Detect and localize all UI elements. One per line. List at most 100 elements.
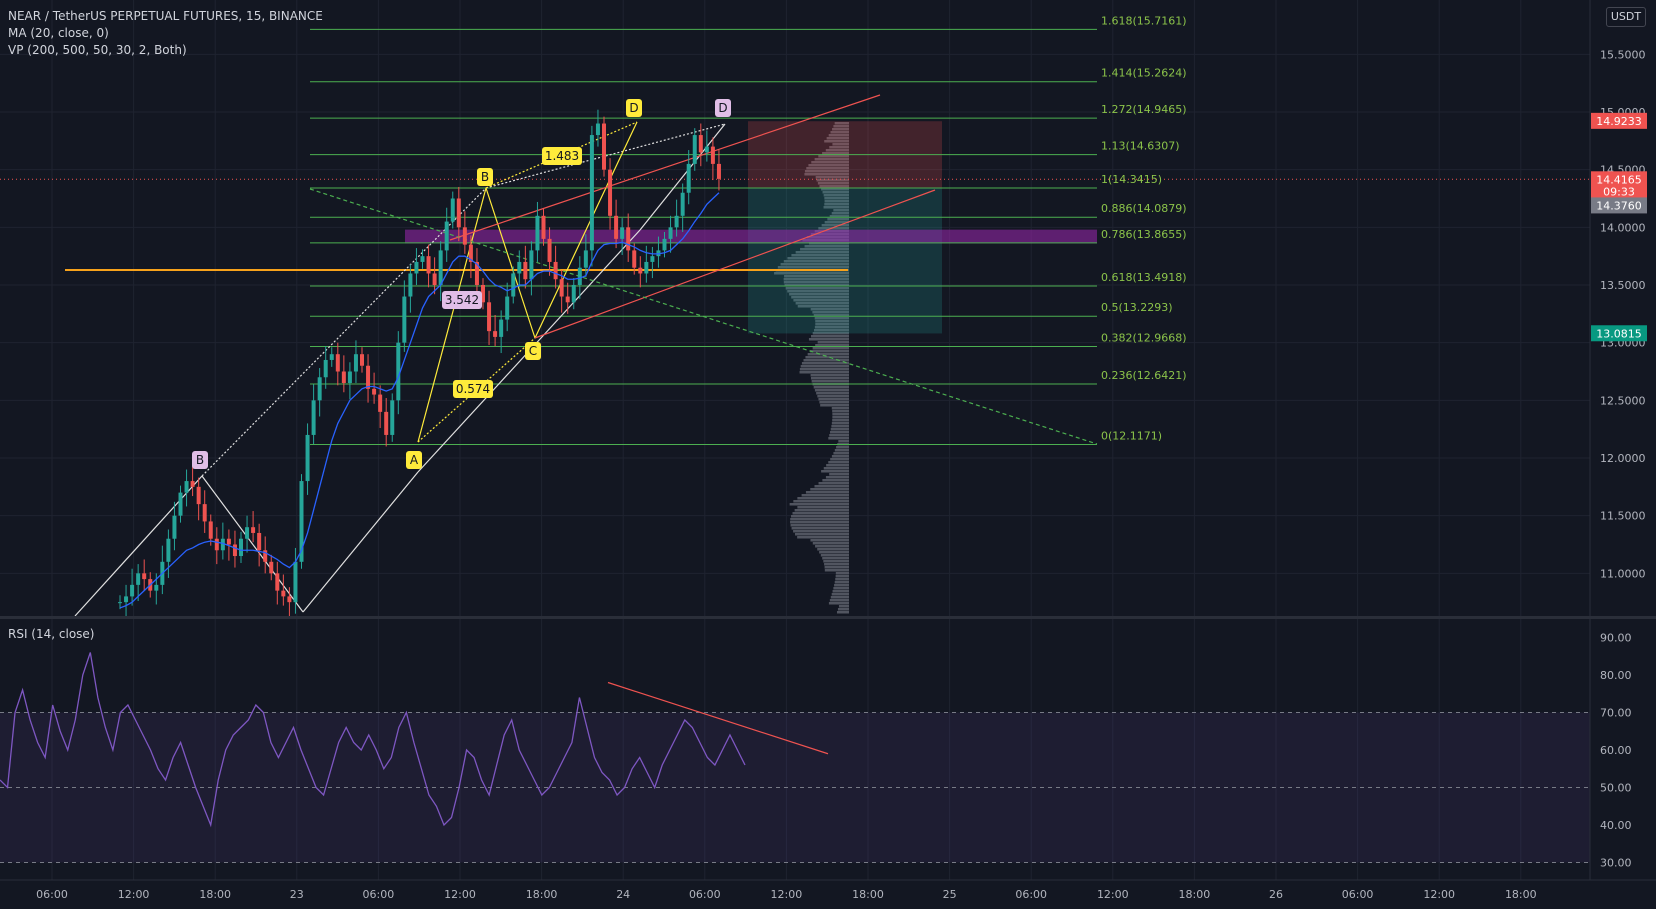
candle-body (438, 250, 443, 285)
volume-profile-bar (783, 278, 849, 281)
candle-body (190, 481, 195, 487)
volume-profile-bar (821, 188, 849, 191)
fib-level-label: 0.886(14.0879) (1101, 202, 1187, 215)
volume-profile-bar (804, 245, 849, 248)
time-tick-label: 12:00 (771, 888, 803, 901)
candle-body (366, 365, 371, 389)
candle-body (311, 400, 316, 435)
volume-profile (774, 122, 849, 614)
candle-body (493, 331, 498, 337)
candle-body (456, 198, 461, 228)
volume-profile-bar (810, 539, 849, 542)
time-tick-label: 18:00 (199, 888, 231, 901)
fib-trend-line (309, 188, 1098, 445)
volume-profile-bar (783, 281, 849, 284)
vp-indicator-label[interactable]: VP (200, 500, 50, 30, 2, Both) (8, 43, 187, 57)
candle-body (275, 573, 280, 591)
candle-body (166, 538, 171, 562)
volume-profile-bar (825, 149, 849, 152)
pattern-label: B (481, 170, 489, 184)
volume-profile-bar (814, 158, 849, 161)
candle-body (638, 267, 643, 274)
fib-level-label: 1.414(15.2624) (1101, 67, 1187, 80)
volume-profile-bar (799, 371, 849, 374)
volume-profile-bar (834, 581, 849, 584)
volume-profile-bar (814, 317, 849, 320)
candle-body (142, 573, 147, 580)
ma-indicator-label[interactable]: MA (20, close, 0) (8, 26, 109, 40)
volume-profile-bar (815, 176, 849, 179)
volume-profile-bar (837, 608, 849, 611)
candle-body (317, 377, 322, 401)
currency-button[interactable]: USDT (1606, 7, 1646, 27)
pattern-drawings[interactable] (74, 94, 1098, 617)
ratio-label-box (442, 291, 482, 309)
pattern-leg (534, 121, 638, 339)
volume-profile-bar (794, 533, 849, 536)
volume-profile-bar (824, 221, 849, 224)
candle-body (281, 590, 286, 597)
fibonacci-levels[interactable]: 1.618(15.7161) 1.414(15.2624) 1.272(14.946… (310, 14, 1187, 445)
volume-profile-bar (804, 173, 849, 176)
candle-body (226, 538, 231, 545)
volume-profile-bar (808, 164, 849, 167)
candle-body (396, 342, 401, 401)
volume-profile-bar (823, 560, 849, 563)
pattern-labels[interactable]: B A B C D D 1.483 3.542 0.574 (192, 99, 731, 469)
price-axis-tag-label: 09:33 (1603, 186, 1635, 199)
volume-profile-bar (812, 542, 849, 545)
candle-body (353, 354, 358, 372)
pattern-label-box (477, 168, 493, 186)
volume-profile-bar (816, 179, 849, 182)
volume-profile-bar (789, 293, 849, 296)
ratio-label-box (542, 147, 582, 165)
volume-profile-bar (824, 563, 849, 566)
volume-profile-bar (790, 524, 849, 527)
candle-body (583, 250, 588, 268)
candle-body (535, 215, 540, 251)
volume-profile-bar (816, 392, 849, 395)
volume-profile-bar (838, 605, 849, 608)
price-tick-label: 12.0000 (1600, 452, 1646, 465)
volume-profile-bar (831, 425, 849, 428)
volume-profile-bar (832, 416, 849, 419)
candle-body (505, 296, 510, 320)
volume-profile-bar (780, 263, 849, 266)
price-axis-tag (1591, 112, 1647, 129)
pattern-label: D (718, 101, 727, 115)
time-tick-label: 26 (1269, 888, 1283, 901)
time-tick-label: 06:00 (689, 888, 721, 901)
candle-body (372, 388, 377, 395)
pattern-leg (417, 349, 531, 473)
candle-body (577, 267, 582, 285)
volume-profile-bar (830, 458, 849, 461)
candle-body (299, 481, 304, 562)
pattern-leg (639, 123, 726, 231)
pattern-label: B (196, 453, 204, 467)
candle-body (632, 250, 637, 268)
candle-body (620, 227, 625, 239)
candle-body (263, 550, 268, 562)
candle-body (154, 584, 159, 591)
fib-level-label: 0.236(12.6421) (1101, 369, 1187, 382)
volume-profile-bar (834, 449, 849, 452)
grid (0, 0, 1590, 880)
pattern-diagonal (485, 123, 726, 189)
price-tick-label: 11.5000 (1600, 510, 1646, 523)
price-axis-tag (1591, 197, 1647, 214)
candle-body (523, 261, 528, 280)
candle-body (335, 354, 340, 372)
candle-body (602, 123, 606, 170)
volume-profile-bar (793, 530, 849, 533)
volume-profile-bar (793, 500, 849, 503)
time-tick-label: 06:00 (1342, 888, 1374, 901)
rsi-indicator-label[interactable]: RSI (14, close) (8, 627, 95, 641)
candle-body (432, 273, 437, 285)
candle-body (499, 319, 504, 337)
volume-profile-bar (795, 251, 849, 254)
symbol-title[interactable]: NEAR / TetherUS PERPETUAL FUTURES, 15, B… (8, 9, 323, 23)
volume-profile-bar (783, 260, 849, 263)
candle-body (626, 227, 631, 251)
volume-profile-bar (832, 413, 849, 416)
